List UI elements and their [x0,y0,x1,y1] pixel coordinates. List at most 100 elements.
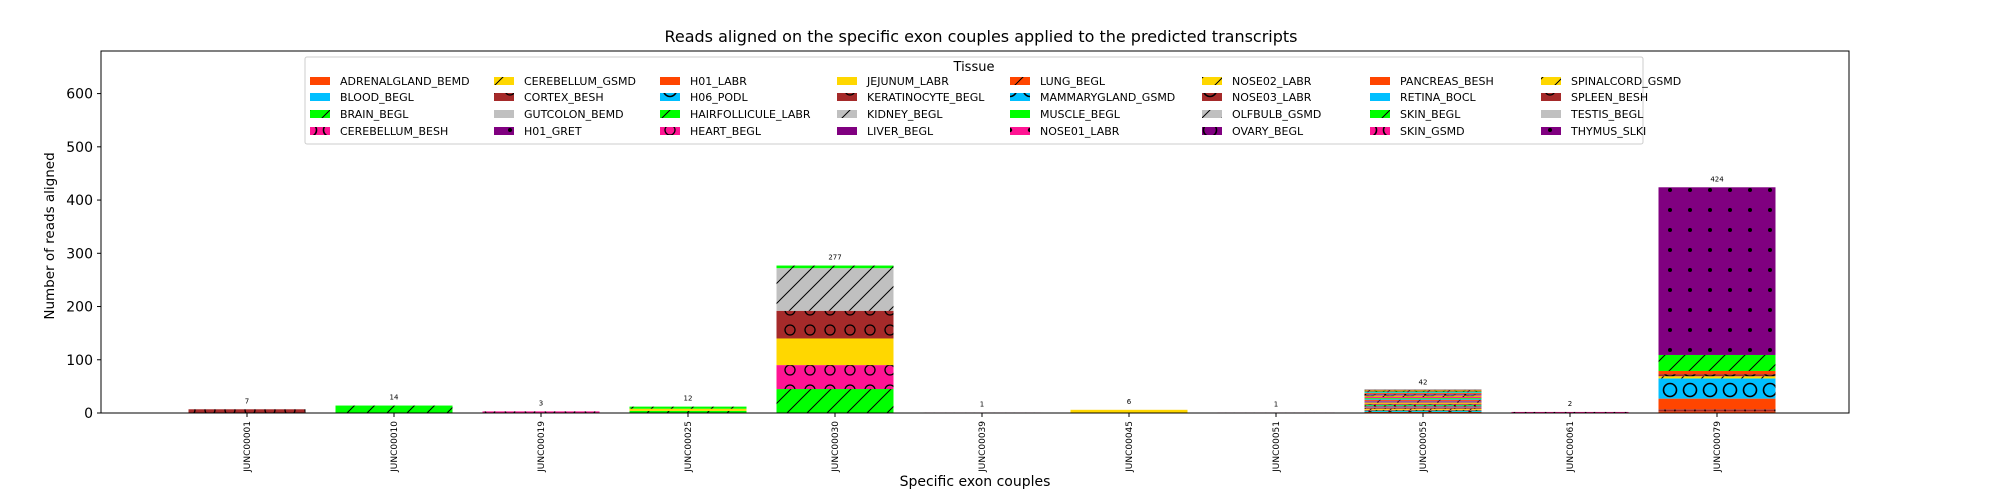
x-axis: JUNC00001 JUNC00010 JUNC00019 JUNC00025 JUNC… [243,413,1723,473]
legend-label: SPINALCORD_GSMD [1571,75,1681,88]
bar-total-labels: 7 14 3 12 277 1 6 1 42 2 424 [245,175,1724,408]
legend-swatch [494,127,514,135]
bar-segment [1364,398,1482,399]
x-tick-label: JUNC00025 [684,421,694,473]
bar-total-label: 1 [980,400,984,408]
legend-swatch [1202,77,1222,85]
x-tick-label: JUNC00061 [1566,421,1576,473]
bar-segment [1070,409,1188,413]
bar-total-label: 6 [1127,398,1132,406]
legend-label: H01_LABR [690,75,747,88]
legend-swatch [494,110,514,118]
bar-segment [1364,391,1482,393]
legend-swatch [1010,93,1030,101]
legend-label: H06_PODL [690,91,749,104]
x-tick-label: JUNC00019 [537,421,547,473]
bar-segment [776,338,894,366]
legend-label: LUNG_BEGL [1040,75,1106,88]
legend-swatch [1202,127,1222,135]
bar-total-label: 3 [539,399,543,407]
y-tick-label: 500 [66,140,93,156]
legend-label: THYMUS_SLKI [1570,125,1646,138]
bar-segment [1364,395,1482,398]
bar-segment [1364,390,1482,391]
bar-segment [1658,354,1776,371]
legend-swatch [660,77,680,85]
y-tick-label: 100 [66,353,93,369]
x-tick-label: JUNC00001 [243,421,253,473]
legend-swatch [660,110,680,118]
bar-segment [629,410,747,413]
bar-segment [1364,389,1482,390]
y-tick-label: 600 [66,87,93,103]
legend-box [304,56,1644,145]
bars-layer [188,187,1776,414]
bar-segment [1364,411,1482,413]
legend-label: SKIN_GSMD [1400,125,1465,138]
bar-segment [1658,374,1776,377]
legend-label: BLOOD_BEGL [340,91,415,104]
bar-segment [1364,407,1482,409]
legend-label: HEART_BEGL [690,125,762,138]
legend-swatch [1370,127,1390,135]
bar-segment [1364,397,1482,399]
x-tick-label: JUNC00079 [1713,421,1723,473]
legend-swatch [1202,93,1222,101]
y-tick-label: 300 [66,246,93,262]
y-axis: 0 100 200 300 400 500 600 [66,87,101,422]
bar-segment [1364,406,1482,408]
legend-label: JEJUNUM_LABR [866,75,949,88]
bar-segment [188,409,306,413]
legend-swatch [310,93,330,101]
legend-swatch [1370,110,1390,118]
legend: Tissue ADRENALGLAND_BEMD BLOOD_BEGL BRAIN_… [304,56,1681,145]
bar-segment [1364,394,1482,396]
bar-segment [1658,411,1776,413]
legend-label: OLFBULB_GSMD [1232,108,1321,121]
bar-segment [629,406,747,409]
legend-label: RETINA_BOCL [1400,91,1477,104]
bar-total-label: 424 [1710,175,1724,183]
legend-swatch [494,93,514,101]
bar-total-label: 277 [828,254,841,262]
bar-segment [629,408,747,411]
legend-swatch [837,77,857,85]
legend-label: NOSE02_LABR [1232,75,1312,88]
legend-swatch [310,127,330,135]
legend-title: Tissue [953,60,995,75]
legend-label: NOSE03_LABR [1232,91,1312,104]
legend-swatch [494,77,514,85]
legend-swatch [1541,127,1561,135]
bar-segment [1364,390,1482,392]
legend-swatch [1202,110,1222,118]
bar-segment [1364,400,1482,402]
bar-segment [1364,402,1482,404]
legend-label: SPLEEN_BESH [1571,91,1648,104]
bar-total-label: 2 [1568,400,1572,408]
bar-total-label: 14 [390,394,399,402]
bar-segment [776,310,894,339]
bar-segment [1658,370,1776,375]
legend-swatch [310,110,330,118]
bar-segment [1658,409,1776,412]
x-tick-label: JUNC00045 [1125,421,1135,473]
legend-label: TESTIS_BEGL [1570,108,1644,121]
bar-segment [1364,410,1482,412]
bar-segment [1364,401,1482,403]
bar-segment [1364,402,1482,404]
bar-total-label: 1 [1274,400,1278,408]
bar-segment [1511,411,1629,413]
bar-total-label: 42 [1419,379,1428,387]
chart-title: Reads aligned on the specific exon coupl… [664,27,1297,46]
x-tick-label: JUNC00030 [831,421,841,473]
x-axis-label: Specific exon couples [900,474,1051,490]
legend-label: HAIRFOLLICULE_LABR [690,108,811,121]
legend-swatch [1010,127,1030,135]
legend-label: LIVER_BEGL [867,125,934,138]
bar-segment [1364,403,1482,405]
bar-segment [1658,378,1776,399]
legend-swatch [660,127,680,135]
bar-segment [1364,399,1482,401]
bar-segment [1364,409,1482,411]
